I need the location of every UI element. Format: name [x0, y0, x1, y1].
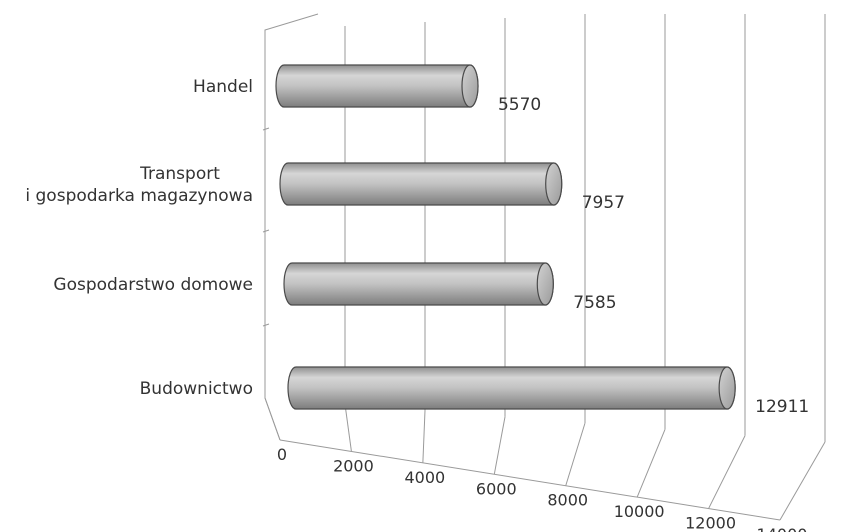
gridline-floor	[779, 441, 826, 521]
x-tick-label: 8000	[547, 491, 588, 510]
x-tick-label: 12000	[685, 514, 736, 532]
x-tick-label: 10000	[614, 502, 665, 521]
bar-end-cap	[718, 366, 736, 410]
data-label: 5570	[498, 95, 541, 115]
gridline-floor	[565, 422, 586, 486]
category-label: Budownictwo	[140, 379, 253, 399]
data-label: 12911	[755, 397, 809, 417]
x-tick-label: 14000	[757, 525, 808, 532]
bar-end-cap	[461, 64, 479, 108]
gridline-floor	[493, 416, 506, 475]
floor-front-edge	[279, 439, 781, 521]
x-tick-label: 0	[277, 445, 287, 464]
category-separator	[262, 323, 270, 327]
x-tick-label: 4000	[404, 468, 445, 487]
gridline-floor	[264, 397, 281, 441]
bar-body	[275, 64, 479, 108]
labels-layer: 0 2000 4000 6000 8000 10000 12000 14000 5570 7957…	[25, 77, 809, 532]
bar-body	[287, 366, 736, 410]
category-separator	[262, 229, 270, 233]
bar-end-cap	[536, 262, 554, 306]
bar	[283, 262, 554, 306]
x-tick-label: 6000	[476, 479, 517, 498]
category-label-line: i gospodarka magazynowa	[25, 186, 253, 206]
bar-body	[279, 162, 563, 206]
category-separator	[262, 127, 270, 131]
x-tick-label: 2000	[333, 456, 374, 475]
category-label: Transport i gospodarka magazynowa	[25, 164, 253, 206]
bar	[275, 64, 479, 108]
bar	[279, 162, 563, 206]
category-label: Handel	[193, 77, 253, 97]
gridline-floor	[344, 404, 352, 452]
category-label: Gospodarstwo domowe	[53, 275, 253, 295]
bars-layer	[275, 64, 736, 410]
gridline-floor	[708, 435, 746, 509]
gridline-floor	[422, 410, 426, 463]
bar	[287, 366, 736, 410]
category-label-line: Gospodarstwo domowe	[53, 275, 253, 295]
category-label-line: Transport	[139, 164, 220, 184]
category-label-line: Handel	[193, 77, 253, 97]
data-label: 7585	[573, 293, 616, 313]
bar-end-cap	[545, 162, 563, 206]
bar-body	[283, 262, 554, 306]
data-label: 7957	[582, 193, 625, 213]
gridline-floor	[636, 429, 666, 498]
category-label-line: Budownictwo	[140, 379, 253, 399]
